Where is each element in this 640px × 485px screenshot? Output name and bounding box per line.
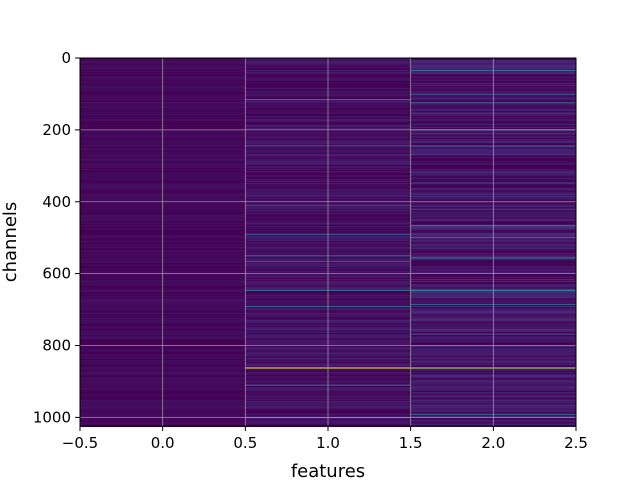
- y-axis-label: channels: [0, 202, 21, 283]
- y-tick-label: 600: [42, 265, 71, 283]
- x-axis-label: features: [291, 461, 365, 480]
- y-tick-label: 0: [61, 49, 71, 67]
- x-tick-label: 0.5: [233, 434, 257, 452]
- x-tick-label: 2.5: [564, 434, 588, 452]
- y-tick-label: 400: [42, 193, 71, 211]
- x-tick-label: −0.5: [62, 434, 98, 452]
- y-tick-label: 1000: [33, 408, 71, 426]
- x-tick-label: 0.0: [151, 434, 175, 452]
- x-tick-label: 1.5: [399, 434, 423, 452]
- y-tick-label: 800: [42, 337, 71, 355]
- x-tick-label: 2.0: [481, 434, 505, 452]
- y-axis-ticks: 0 200 400 600 800 1000: [33, 49, 80, 426]
- x-axis-ticks: −0.5 0.0 0.5 1.0 1.5 2.0 2.5: [62, 426, 588, 452]
- x-tick-label: 1.0: [316, 434, 340, 452]
- y-tick-label: 200: [42, 121, 71, 139]
